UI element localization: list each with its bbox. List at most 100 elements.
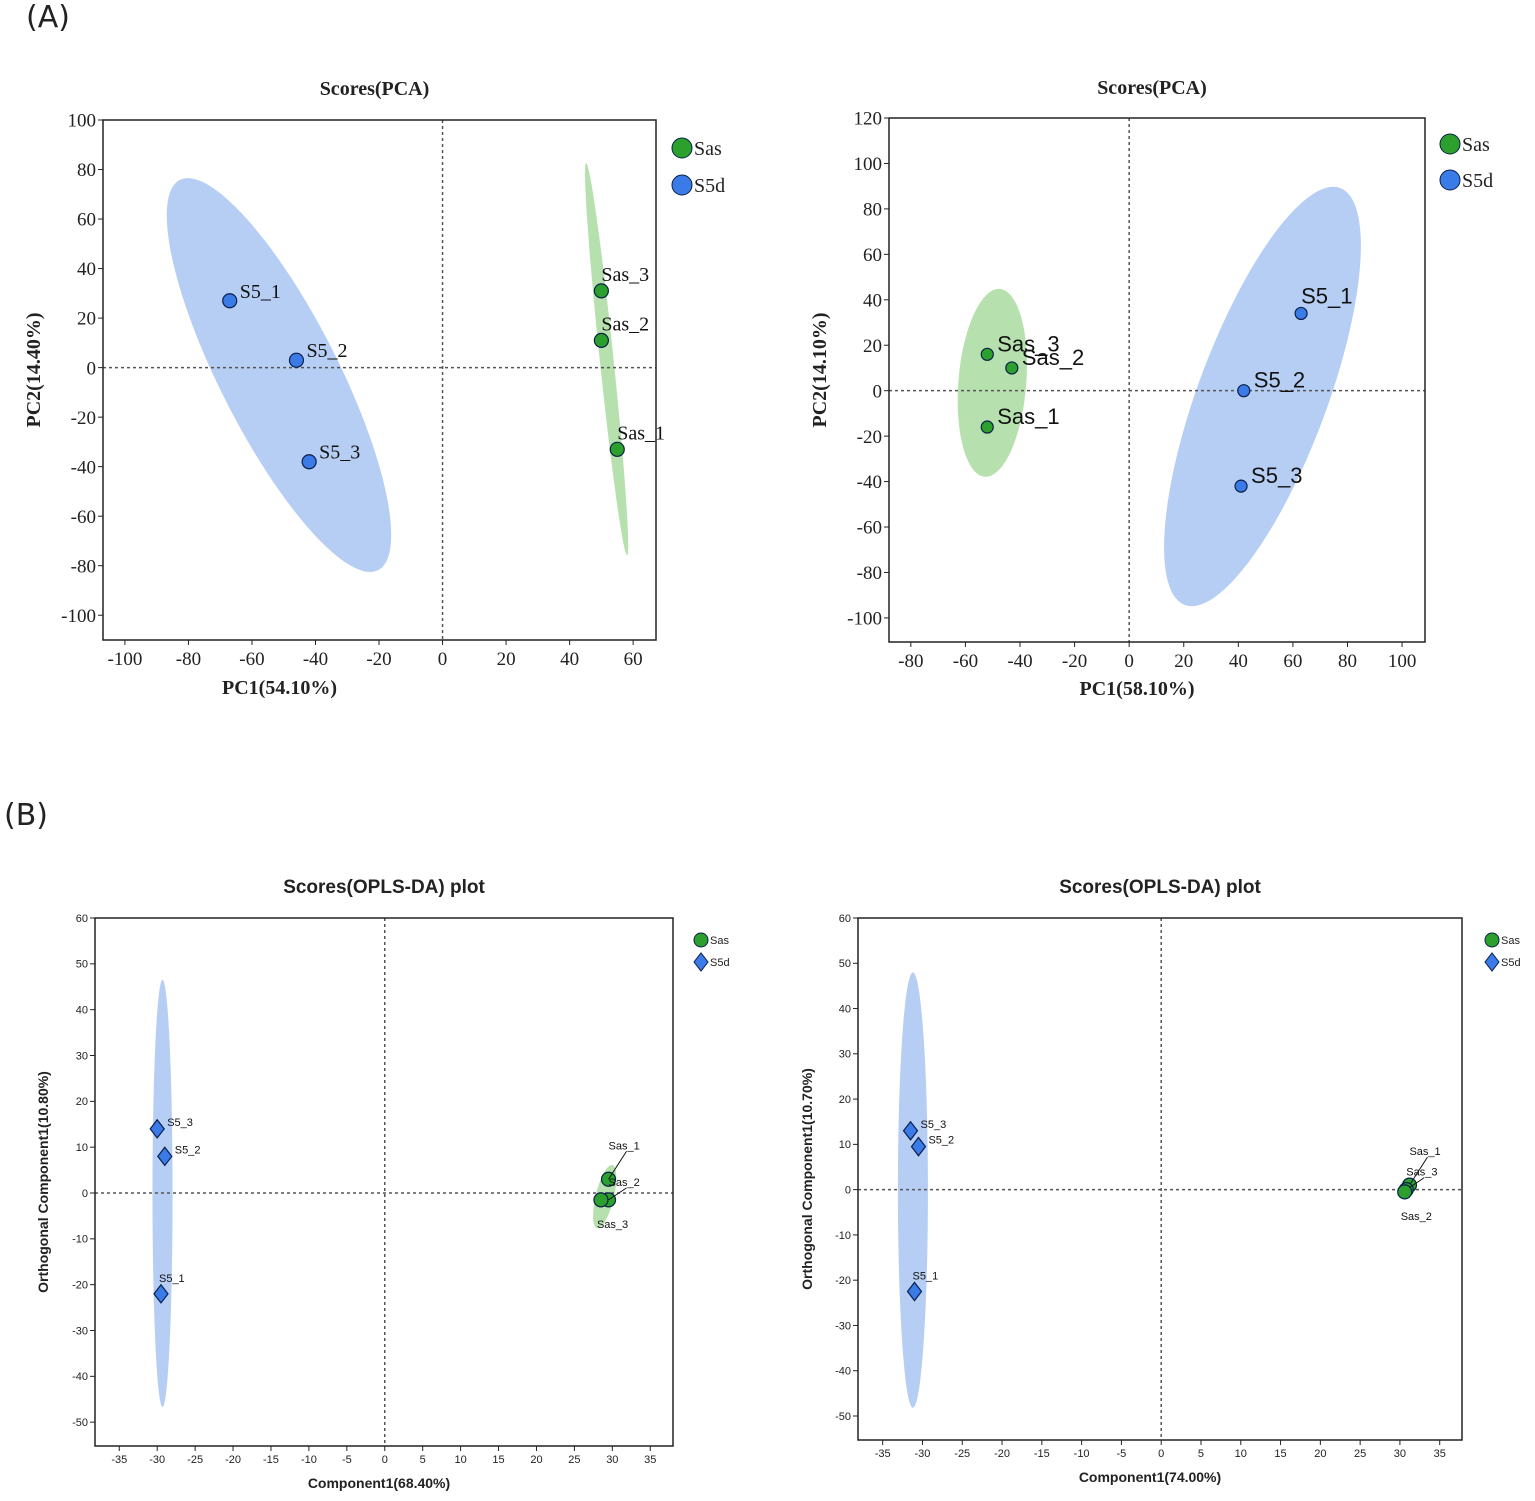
y-axis-label: Orthogonal Component1(10.80%) bbox=[35, 1071, 51, 1293]
data-point-sas_3 bbox=[980, 347, 994, 361]
x-tick-label: 35 bbox=[644, 1454, 656, 1466]
y-tick-label: 60 bbox=[863, 245, 882, 266]
x-tick-label: -30 bbox=[915, 1448, 931, 1460]
confidence-ellipse-s5d bbox=[1164, 186, 1361, 607]
y-tick-label: 60 bbox=[839, 913, 851, 925]
y-tick-label: -50 bbox=[835, 1411, 851, 1423]
data-point-sas_2 bbox=[593, 332, 609, 348]
data-point-s5_3 bbox=[1234, 479, 1248, 493]
legend-marker-sas bbox=[1439, 133, 1461, 155]
y-tick-label: 50 bbox=[76, 959, 88, 971]
x-tick-label: -15 bbox=[1034, 1448, 1050, 1460]
point-label: Sas_1 bbox=[1409, 1146, 1440, 1158]
x-tick-label: 5 bbox=[1198, 1448, 1204, 1460]
y-tick-label: -80 bbox=[71, 556, 96, 577]
x-tick-label: -40 bbox=[1007, 651, 1032, 672]
y-tick-label: 60 bbox=[76, 913, 88, 925]
y-tick-label: -30 bbox=[835, 1320, 851, 1332]
y-tick-label: 80 bbox=[863, 200, 882, 221]
x-tick-label: 35 bbox=[1434, 1448, 1446, 1460]
point-label: Sas_2 bbox=[601, 313, 649, 335]
legend-marker-s5d bbox=[671, 174, 693, 196]
confidence-ellipse-s5d bbox=[166, 178, 392, 572]
legend-marker-sas bbox=[693, 932, 709, 948]
data-point-s5_1 bbox=[153, 1283, 169, 1304]
x-tick-label: -20 bbox=[1062, 651, 1087, 672]
point-label: S5_2 bbox=[1254, 368, 1305, 393]
x-tick-label: 30 bbox=[606, 1454, 618, 1466]
data-point-s5_3 bbox=[149, 1118, 165, 1139]
point-label: Sas_1 bbox=[617, 422, 665, 444]
x-tick-label: -10 bbox=[1074, 1448, 1090, 1460]
x-axis-label: Component1(74.00%) bbox=[1079, 1469, 1221, 1485]
x-tick-label: 25 bbox=[1354, 1448, 1366, 1460]
point-label: S5_1 bbox=[240, 281, 281, 303]
y-axis-label: PC2(14.10%) bbox=[809, 313, 831, 428]
data-point-sas_1 bbox=[609, 441, 625, 457]
legend-marker-s5d bbox=[693, 952, 709, 972]
x-tick-label: 15 bbox=[1274, 1448, 1286, 1460]
x-tick-label: -20 bbox=[225, 1454, 241, 1466]
x-axis-label: PC1(54.10%) bbox=[222, 677, 337, 699]
y-tick-label: 10 bbox=[839, 1139, 851, 1151]
x-tick-label: -60 bbox=[239, 649, 264, 670]
x-tick-label: -5 bbox=[342, 1454, 352, 1466]
point-label: S5_2 bbox=[928, 1135, 954, 1147]
x-tick-label: -25 bbox=[187, 1454, 203, 1466]
x-tick-label: 80 bbox=[1338, 651, 1357, 672]
leader-line bbox=[1409, 1156, 1428, 1186]
x-tick-label: -15 bbox=[263, 1454, 279, 1466]
chart-title: Scores(OPLS-DA) plot bbox=[1059, 877, 1261, 898]
y-tick-label: -20 bbox=[72, 1280, 88, 1292]
y-tick-label: 0 bbox=[873, 381, 883, 402]
y-tick-label: 40 bbox=[76, 1005, 88, 1017]
y-tick-label: -20 bbox=[857, 427, 882, 448]
x-tick-label: 100 bbox=[1388, 651, 1417, 672]
y-axis-label: PC2(14.40%) bbox=[23, 313, 45, 428]
data-point-s5_3 bbox=[902, 1120, 919, 1141]
x-tick-label: -35 bbox=[111, 1454, 127, 1466]
y-tick-label: 50 bbox=[839, 958, 851, 970]
point-label: S5_2 bbox=[306, 340, 347, 362]
x-tick-label: 40 bbox=[1229, 651, 1248, 672]
data-point-sas_3 bbox=[593, 283, 609, 299]
point-label: S5_3 bbox=[1251, 463, 1302, 488]
legend-label: Sas bbox=[1501, 935, 1520, 947]
y-tick-label: 120 bbox=[854, 109, 883, 130]
data-point-s5_1 bbox=[222, 293, 238, 309]
y-tick-label: -40 bbox=[835, 1366, 851, 1378]
leader-line bbox=[608, 1150, 627, 1180]
plot-frame bbox=[857, 917, 1463, 1441]
y-tick-label: 100 bbox=[854, 154, 883, 175]
y-tick-label: -50 bbox=[72, 1417, 88, 1429]
x-axis-label: Component1(68.40%) bbox=[308, 1475, 450, 1491]
legend-label: S5d bbox=[710, 957, 730, 969]
point-label: Sas_3 bbox=[997, 331, 1059, 356]
leader-line bbox=[608, 1187, 627, 1201]
y-tick-label: -20 bbox=[835, 1275, 851, 1287]
y-tick-label: 40 bbox=[863, 290, 882, 311]
data-point-s5_1 bbox=[1294, 306, 1308, 321]
y-tick-label: 40 bbox=[77, 259, 96, 280]
point-label: Sas_3 bbox=[601, 264, 649, 286]
x-tick-label: 20 bbox=[530, 1454, 542, 1466]
x-tick-label: -80 bbox=[898, 651, 923, 672]
y-tick-label: 20 bbox=[863, 336, 882, 357]
x-tick-label: 30 bbox=[1394, 1448, 1406, 1460]
data-point-sas_2 bbox=[1397, 1184, 1413, 1200]
y-tick-label: 20 bbox=[76, 1096, 88, 1108]
legend-label: S5d bbox=[1501, 957, 1521, 969]
plot-frame bbox=[888, 117, 1426, 643]
point-label: S5_3 bbox=[921, 1119, 947, 1131]
y-tick-label: -40 bbox=[72, 1371, 88, 1383]
data-point-s5_2 bbox=[910, 1136, 927, 1157]
chart-2: -80 -60 -40 -20 0 20 40 60 80 100 120 100 80 60 40 20 0 -… bbox=[809, 77, 1493, 700]
confidence-ellipse-sas bbox=[957, 288, 1027, 477]
y-tick-label: 30 bbox=[839, 1049, 851, 1061]
point-label: Sas_3 bbox=[1406, 1167, 1437, 1179]
y-tick-label: 80 bbox=[77, 160, 96, 181]
x-tick-label: 0 bbox=[382, 1454, 388, 1466]
y-tick-label: -10 bbox=[72, 1234, 88, 1246]
y-tick-label: 40 bbox=[839, 1003, 851, 1015]
x-tick-label: -40 bbox=[303, 649, 328, 670]
